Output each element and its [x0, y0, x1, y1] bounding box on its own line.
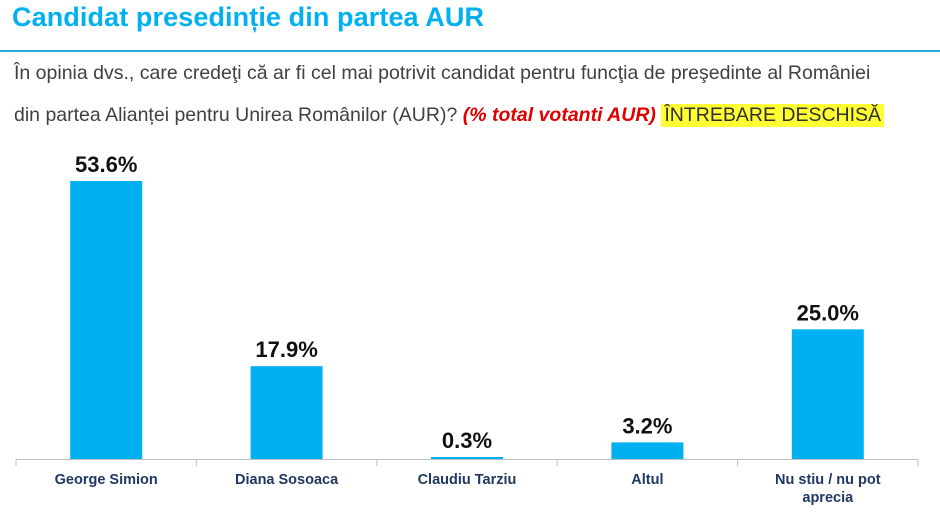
chart-title: Candidat presedinție din partea AUR — [12, 2, 485, 32]
category-label-line: aprecia — [802, 490, 854, 506]
bar — [611, 442, 684, 459]
category-label: Claudiu Tarziu — [418, 472, 517, 488]
bar — [791, 329, 864, 459]
data-label: 25.0% — [797, 300, 859, 325]
bar — [250, 366, 323, 459]
data-label: 0.3% — [442, 428, 492, 453]
category-label-line: Nu stiu / nu pot — [775, 472, 881, 488]
question-line-2: din partea Alianței pentru Unirea Români… — [14, 104, 885, 127]
bar — [431, 457, 503, 459]
category-label-line: Claudiu Tarziu — [418, 472, 517, 488]
category-label: George Simion — [55, 472, 158, 488]
bar — [70, 181, 143, 459]
data-label: 53.6% — [75, 152, 137, 177]
category-label-line: George Simion — [55, 472, 158, 488]
open-question-badge: ÎNTREBARE DESCHISĂ — [661, 104, 885, 127]
category-label: Altul — [631, 472, 663, 488]
data-label: 17.9% — [255, 337, 317, 362]
question-line-2-text: din partea Alianței pentru Unirea Români… — [14, 104, 458, 126]
question-line-1: În opinia dvs., care credeţi că ar fi ce… — [14, 62, 871, 84]
category-label: Nu stiu / nu pot aprecia — [775, 472, 881, 506]
category-label-line: Altul — [631, 472, 663, 488]
question-base-note: (% total votanti AUR) — [462, 104, 656, 126]
data-label: 3.2% — [622, 413, 672, 438]
title-divider — [0, 50, 940, 52]
category-label-line: Diana Sosoaca — [235, 472, 339, 488]
category-label: Diana Sosoaca — [235, 472, 339, 488]
